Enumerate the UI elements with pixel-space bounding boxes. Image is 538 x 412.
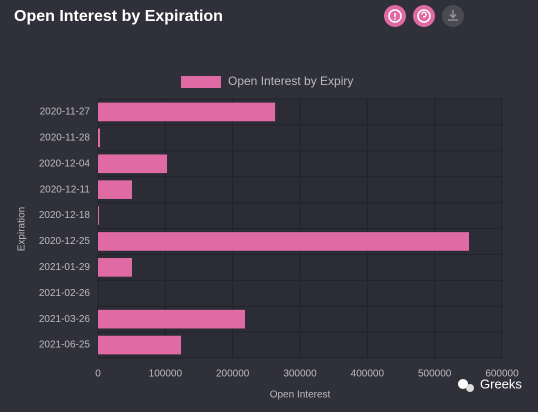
chart-title: Open Interest by Expiration bbox=[14, 8, 223, 25]
x-tick-label: 100000 bbox=[149, 369, 183, 380]
help-glyph bbox=[421, 11, 427, 18]
info-glyph bbox=[388, 9, 402, 23]
watermark-icon bbox=[458, 379, 468, 389]
download-button[interactable] bbox=[442, 5, 464, 27]
y-tick-label: 2021-02-26 bbox=[39, 288, 91, 299]
y-tick-label: 2021-01-29 bbox=[39, 262, 91, 273]
watermark: Greeks bbox=[458, 376, 522, 392]
x-tick-label: 200000 bbox=[216, 369, 250, 380]
legend-label: Open Interest by Expiry bbox=[228, 74, 353, 88]
help-glyph bbox=[417, 9, 431, 23]
legend-swatch bbox=[181, 76, 221, 88]
bar bbox=[98, 206, 100, 225]
y-tick-label: 2020-12-18 bbox=[39, 210, 91, 221]
download-glyph bbox=[448, 10, 458, 21]
info-glyph bbox=[394, 18, 396, 20]
watermark-text: Greeks bbox=[480, 376, 522, 391]
x-tick-label: 600000 bbox=[485, 369, 519, 380]
y-tick-label: 2020-12-04 bbox=[39, 158, 91, 169]
y-tick-label: 2021-03-26 bbox=[39, 314, 91, 325]
help-icon[interactable] bbox=[413, 5, 435, 27]
y-axis-label: Expiration bbox=[17, 207, 28, 251]
bar bbox=[98, 232, 470, 251]
x-tick-label: 500000 bbox=[418, 369, 452, 380]
y-tick-label: 2020-11-27 bbox=[40, 107, 91, 118]
bar bbox=[98, 128, 101, 148]
bar bbox=[98, 258, 133, 277]
y-tick-label: 2020-12-25 bbox=[39, 236, 91, 247]
bar bbox=[98, 335, 182, 355]
x-tick-label: 0 bbox=[95, 369, 101, 380]
x-tick-label: 400000 bbox=[351, 369, 385, 380]
bar bbox=[98, 102, 276, 122]
x-tick-label: 300000 bbox=[283, 369, 317, 380]
y-tick-label: 2021-06-25 bbox=[39, 340, 91, 351]
y-tick-label: 2020-11-28 bbox=[40, 132, 91, 143]
bar bbox=[98, 309, 245, 329]
bar bbox=[98, 180, 133, 199]
x-axis-label: Open Interest bbox=[270, 390, 331, 401]
bar bbox=[98, 154, 168, 174]
help-button[interactable] bbox=[413, 5, 435, 27]
watermark-icon bbox=[466, 384, 474, 392]
info-button[interactable] bbox=[384, 5, 406, 27]
y-tick-label: 2020-12-11 bbox=[40, 184, 91, 195]
